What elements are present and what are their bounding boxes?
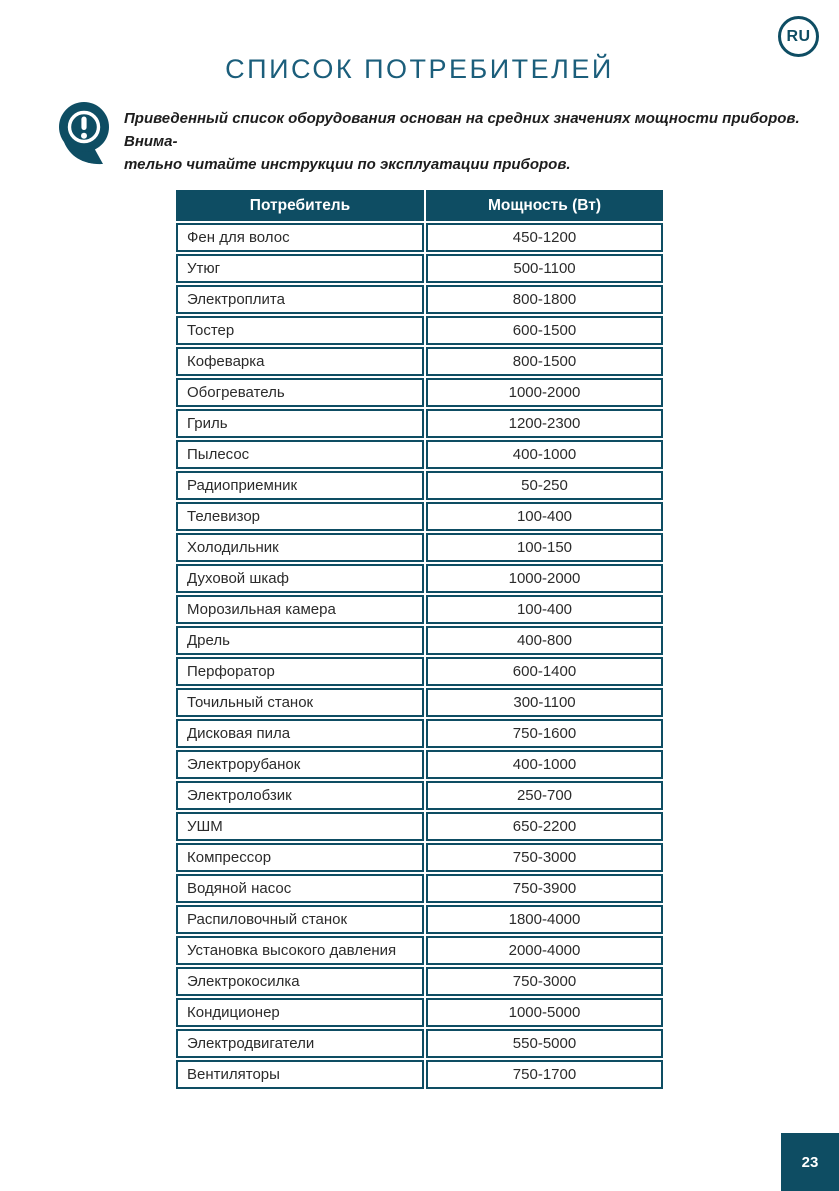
power-cell: 550-5000: [426, 1029, 663, 1058]
consumer-cell: Тостер: [176, 316, 424, 345]
table-row: Пылесос 400-1000: [176, 440, 663, 469]
power-cell: 300-1100: [426, 688, 663, 717]
table-row: Холодильник 100-150: [176, 533, 663, 562]
table-row: Фен для волос 450-1200: [176, 223, 663, 252]
consumer-cell: Распиловочный станок: [176, 905, 424, 934]
language-badge-label: RU: [786, 27, 811, 45]
consumers-table-wrap: Потребитель Мощность (Вт) Фен для волос 4…: [174, 188, 665, 1091]
table-row: Кондиционер 1000-5000: [176, 998, 663, 1027]
table-row: Духовой шкаф 1000-2000: [176, 564, 663, 593]
consumer-cell: Фен для волос: [176, 223, 424, 252]
power-cell: 800-1800: [426, 285, 663, 314]
consumer-cell: Гриль: [176, 409, 424, 438]
table-header-consumer: Потребитель: [176, 190, 424, 221]
table-row: Морозильная камера 100-400: [176, 595, 663, 624]
consumer-cell: Электродвигатели: [176, 1029, 424, 1058]
power-cell: 750-3000: [426, 967, 663, 996]
table-row: Точильный станок 300-1100: [176, 688, 663, 717]
consumer-cell: УШМ: [176, 812, 424, 841]
table-row: Дрель 400-800: [176, 626, 663, 655]
power-cell: 100-150: [426, 533, 663, 562]
power-cell: 50-250: [426, 471, 663, 500]
power-cell: 1800-4000: [426, 905, 663, 934]
power-cell: 750-3900: [426, 874, 663, 903]
power-cell: 500-1100: [426, 254, 663, 283]
consumer-cell: Морозильная камера: [176, 595, 424, 624]
consumer-cell: Холодильник: [176, 533, 424, 562]
note-line-2: тельно читайте инструкции по эксплуатаци…: [124, 156, 571, 173]
table-row: Телевизор 100-400: [176, 502, 663, 531]
table-row: Гриль 1200-2300: [176, 409, 663, 438]
table-row: Перфоратор 600-1400: [176, 657, 663, 686]
consumer-cell: Точильный станок: [176, 688, 424, 717]
consumer-cell: Духовой шкаф: [176, 564, 424, 593]
table-row: Радиоприемник 50-250: [176, 471, 663, 500]
table-row: Тостер 600-1500: [176, 316, 663, 345]
power-cell: 400-1000: [426, 440, 663, 469]
consumer-cell: Вентиляторы: [176, 1060, 424, 1089]
table-header-row: Потребитель Мощность (Вт): [176, 190, 663, 221]
power-cell: 1200-2300: [426, 409, 663, 438]
power-cell: 750-1600: [426, 719, 663, 748]
power-cell: 2000-4000: [426, 936, 663, 965]
table-row: Утюг 500-1100: [176, 254, 663, 283]
consumer-cell: Пылесос: [176, 440, 424, 469]
consumer-cell: Электрокосилка: [176, 967, 424, 996]
table-header-power: Мощность (Вт): [426, 190, 663, 221]
table-row: Кофеварка 800-1500: [176, 347, 663, 376]
note-line-1: Приведенный список оборудования основан …: [124, 110, 800, 150]
consumer-cell: Кофеварка: [176, 347, 424, 376]
table-row: УШМ 650-2200: [176, 812, 663, 841]
power-cell: 750-3000: [426, 843, 663, 872]
power-cell: 1000-5000: [426, 998, 663, 1027]
table-row: Обогреватель 1000-2000: [176, 378, 663, 407]
note: Приведенный список оборудования основан …: [58, 101, 806, 176]
table-row: Электроплита 800-1800: [176, 285, 663, 314]
table-row: Электрокосилка 750-3000: [176, 967, 663, 996]
power-cell: 100-400: [426, 502, 663, 531]
consumer-cell: Водяной насос: [176, 874, 424, 903]
consumer-cell: Дисковая пила: [176, 719, 424, 748]
power-cell: 800-1500: [426, 347, 663, 376]
consumer-cell: Электрорубанок: [176, 750, 424, 779]
table-row: Компрессор 750-3000: [176, 843, 663, 872]
exclamation-bubble-icon: [59, 102, 109, 165]
table-row: Водяной насос 750-3900: [176, 874, 663, 903]
table-row: Электродвигатели 550-5000: [176, 1029, 663, 1058]
power-cell: 450-1200: [426, 223, 663, 252]
language-badge: RU: [778, 16, 819, 57]
power-cell: 1000-2000: [426, 564, 663, 593]
consumer-cell: Обогреватель: [176, 378, 424, 407]
power-cell: 600-1400: [426, 657, 663, 686]
page-number-block: 23: [781, 1133, 839, 1191]
power-cell: 400-800: [426, 626, 663, 655]
power-cell: 750-1700: [426, 1060, 663, 1089]
table-row: Электрорубанок 400-1000: [176, 750, 663, 779]
consumer-cell: Перфоратор: [176, 657, 424, 686]
consumers-table: Потребитель Мощность (Вт) Фен для волос 4…: [174, 188, 665, 1091]
consumer-cell: Дрель: [176, 626, 424, 655]
table-row: Установка высокого давления 2000-4000: [176, 936, 663, 965]
power-cell: 600-1500: [426, 316, 663, 345]
table-row: Распиловочный станок 1800-4000: [176, 905, 663, 934]
consumer-cell: Электроплита: [176, 285, 424, 314]
table-row: Дисковая пила 750-1600: [176, 719, 663, 748]
note-text: Приведенный список оборудования основан …: [124, 107, 806, 176]
consumer-cell: Компрессор: [176, 843, 424, 872]
power-cell: 250-700: [426, 781, 663, 810]
power-cell: 400-1000: [426, 750, 663, 779]
power-cell: 1000-2000: [426, 378, 663, 407]
consumer-cell: Утюг: [176, 254, 424, 283]
power-cell: 100-400: [426, 595, 663, 624]
consumer-cell: Установка высокого давления: [176, 936, 424, 965]
table-row: Электролобзик 250-700: [176, 781, 663, 810]
consumer-cell: Кондиционер: [176, 998, 424, 1027]
consumer-cell: Телевизор: [176, 502, 424, 531]
power-cell: 650-2200: [426, 812, 663, 841]
consumer-cell: Радиоприемник: [176, 471, 424, 500]
page-title: СПИСОК ПОТРЕБИТЕЛЕЙ: [225, 54, 614, 84]
consumer-cell: Электролобзик: [176, 781, 424, 810]
table-row: Вентиляторы 750-1700: [176, 1060, 663, 1089]
page-number: 23: [801, 1153, 819, 1171]
